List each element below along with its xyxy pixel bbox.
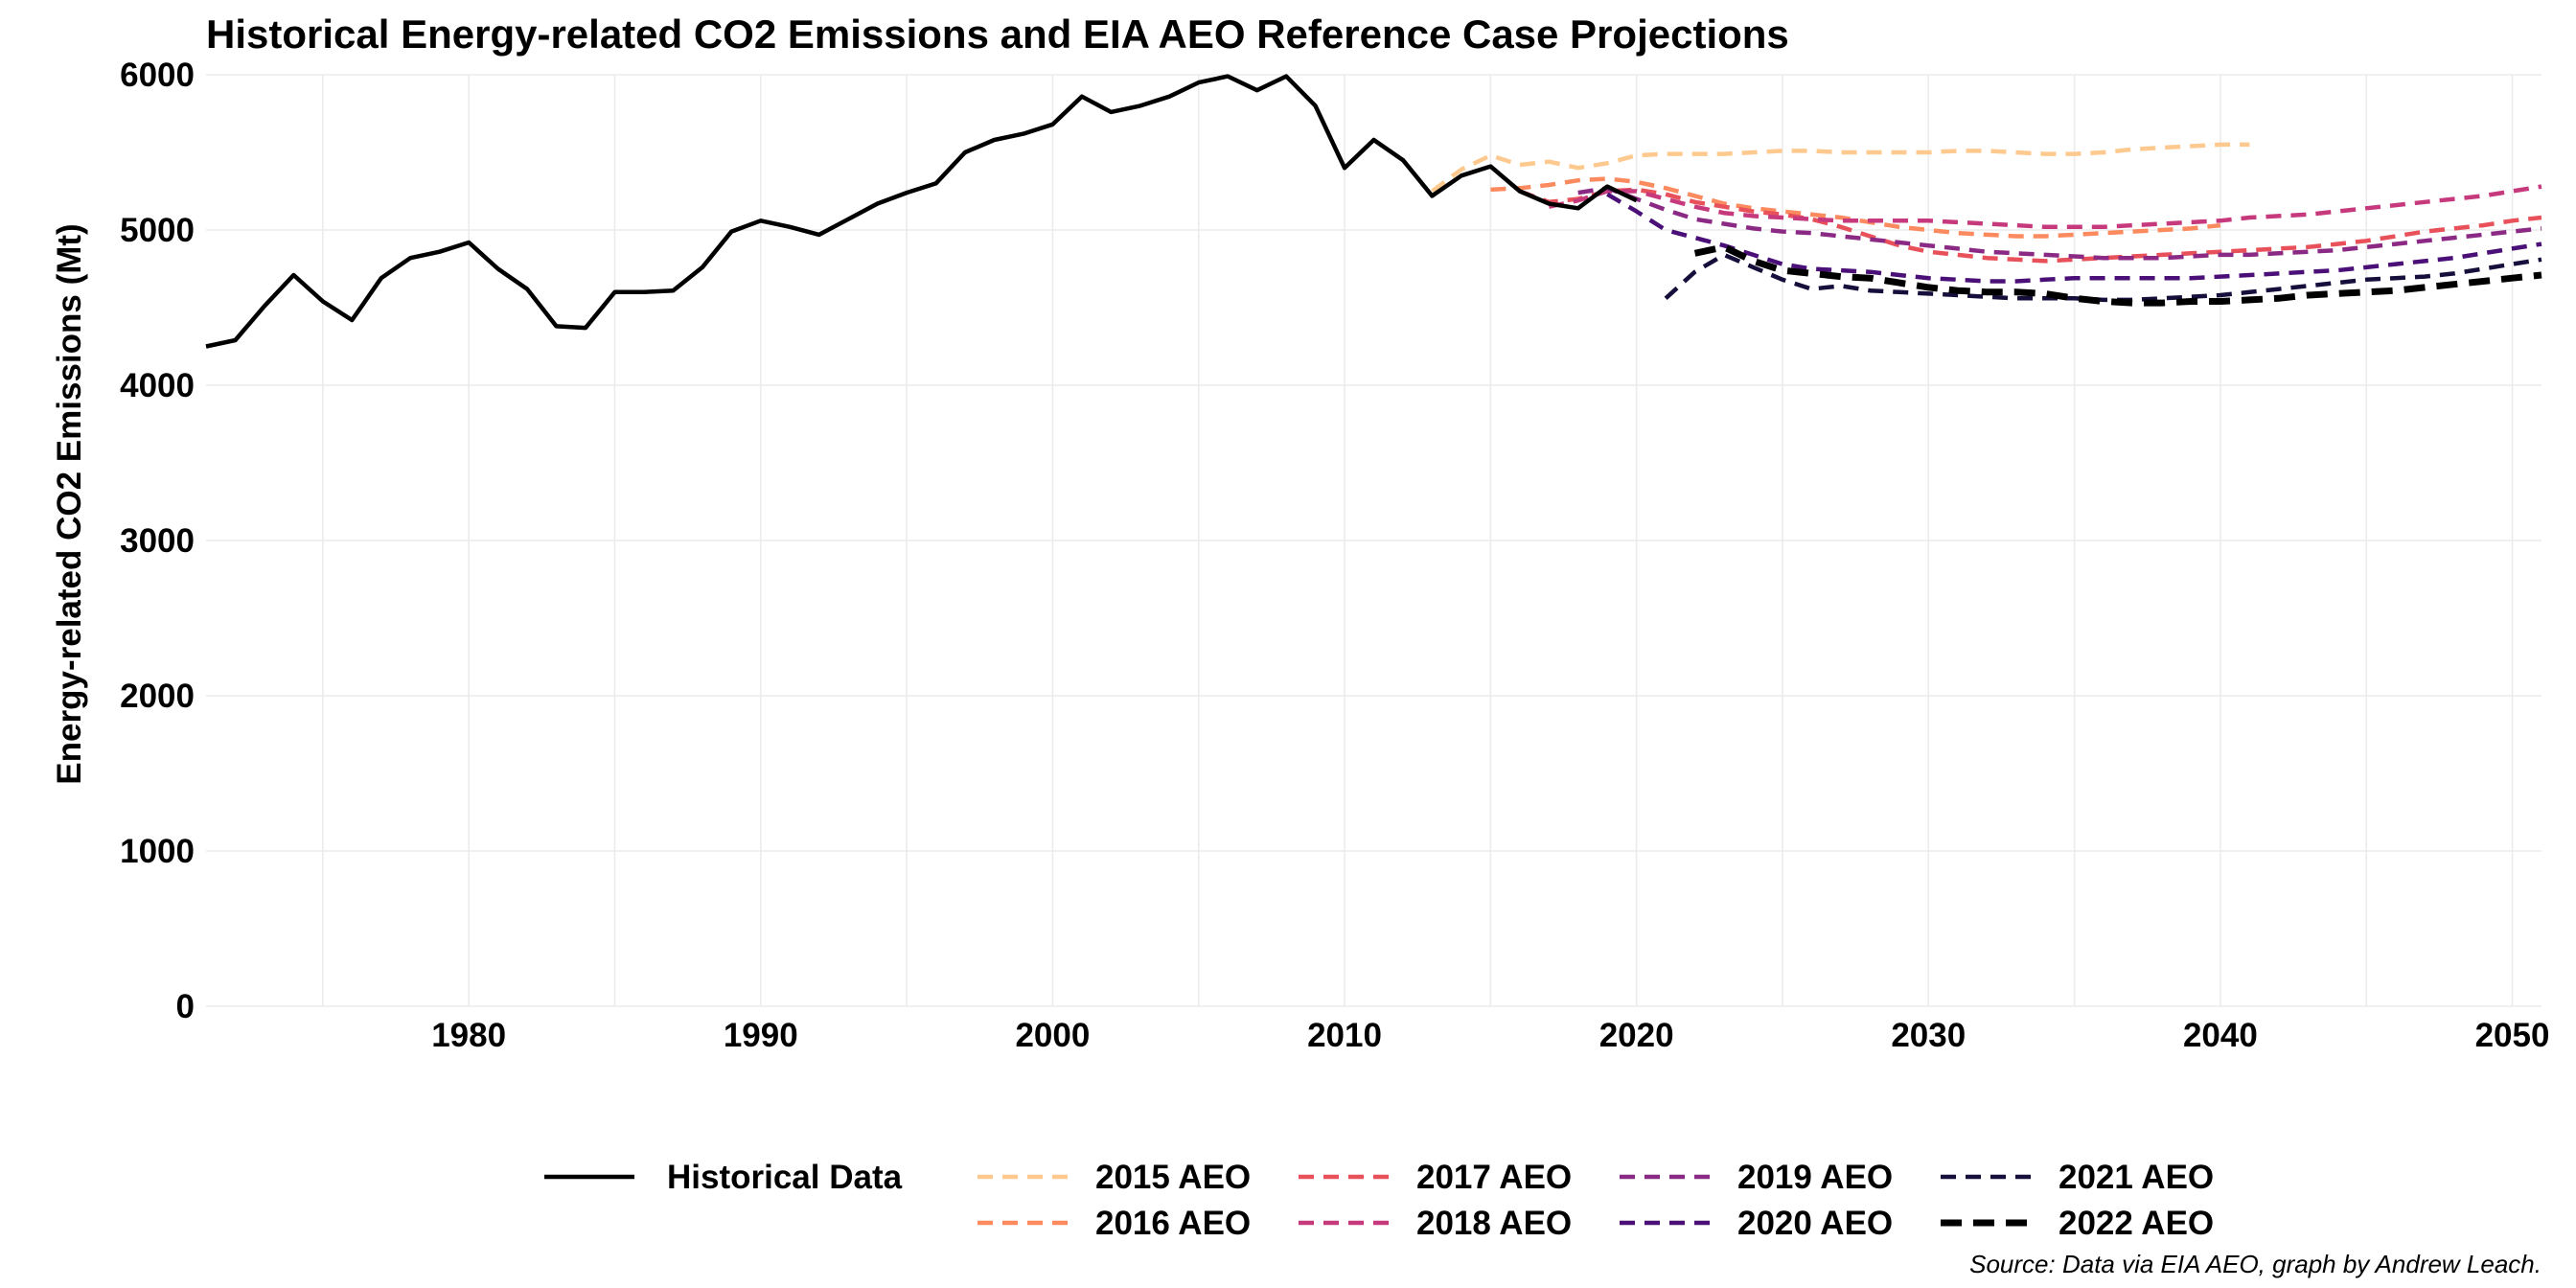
- legend: Historical Data 2015 AEO 2016 AEO 2017 AEO 2…: [544, 1159, 2214, 1242]
- y-axis-ticks: 0 1000 2000 3000 4000 5000 6000: [120, 57, 195, 1025]
- legend-label-1: 2015 AEO: [1095, 1159, 1251, 1196]
- legend-label-5: 2019 AEO: [1737, 1159, 1893, 1196]
- x-tick-label: 2040: [2183, 1017, 2258, 1054]
- x-axis-ticks: 1980 1990 2000 2010 2020 2030 2040 2050: [431, 1017, 2549, 1054]
- legend-label-7: 2021 AEO: [2058, 1159, 2214, 1196]
- series-line-7: [1664, 252, 2542, 303]
- x-tick-label: 2020: [1599, 1017, 1674, 1054]
- y-tick-label: 3000: [120, 522, 195, 560]
- legend-label-8: 2022 AEO: [2058, 1205, 2214, 1242]
- x-tick-label: 2050: [2475, 1017, 2550, 1054]
- y-tick-label: 1000: [120, 833, 195, 870]
- legend-label-4: 2018 AEO: [1416, 1205, 1572, 1242]
- series-line-5: [1577, 186, 2542, 261]
- series-line-4: [1548, 184, 2542, 230]
- x-tick-label: 2000: [1015, 1017, 1090, 1054]
- series-line-8: [1693, 243, 2542, 307]
- series-line-6: [1606, 192, 2542, 284]
- legend-label-0: Historical Data: [667, 1159, 903, 1196]
- y-tick-label: 4000: [120, 367, 195, 404]
- series-line-3: [1519, 187, 2542, 264]
- x-tick-label: 2010: [1307, 1017, 1382, 1054]
- legend-label-3: 2017 AEO: [1416, 1159, 1572, 1196]
- y-axis-title: Energy-related CO2 Emissions (Mt): [51, 223, 88, 784]
- legend-label-2: 2016 AEO: [1095, 1205, 1251, 1242]
- grid-lines: [206, 74, 2542, 1007]
- y-tick-label: 0: [176, 988, 195, 1025]
- chart-title: Historical Energy-related CO2 Emissions …: [206, 12, 1789, 57]
- legend-label-6: 2020 AEO: [1737, 1205, 1893, 1242]
- x-tick-label: 1980: [431, 1017, 506, 1054]
- series-line-0: [205, 74, 1638, 349]
- y-tick-label: 6000: [120, 57, 195, 94]
- y-tick-label: 5000: [120, 212, 195, 249]
- source-caption: Source: Data via EIA AEO, graph by Andre…: [1969, 1250, 2542, 1278]
- series-line-2: [1490, 176, 2221, 239]
- x-tick-label: 2030: [1891, 1017, 1966, 1054]
- x-tick-label: 1990: [724, 1017, 798, 1054]
- series-lines: [205, 74, 2542, 349]
- y-tick-label: 2000: [120, 678, 195, 715]
